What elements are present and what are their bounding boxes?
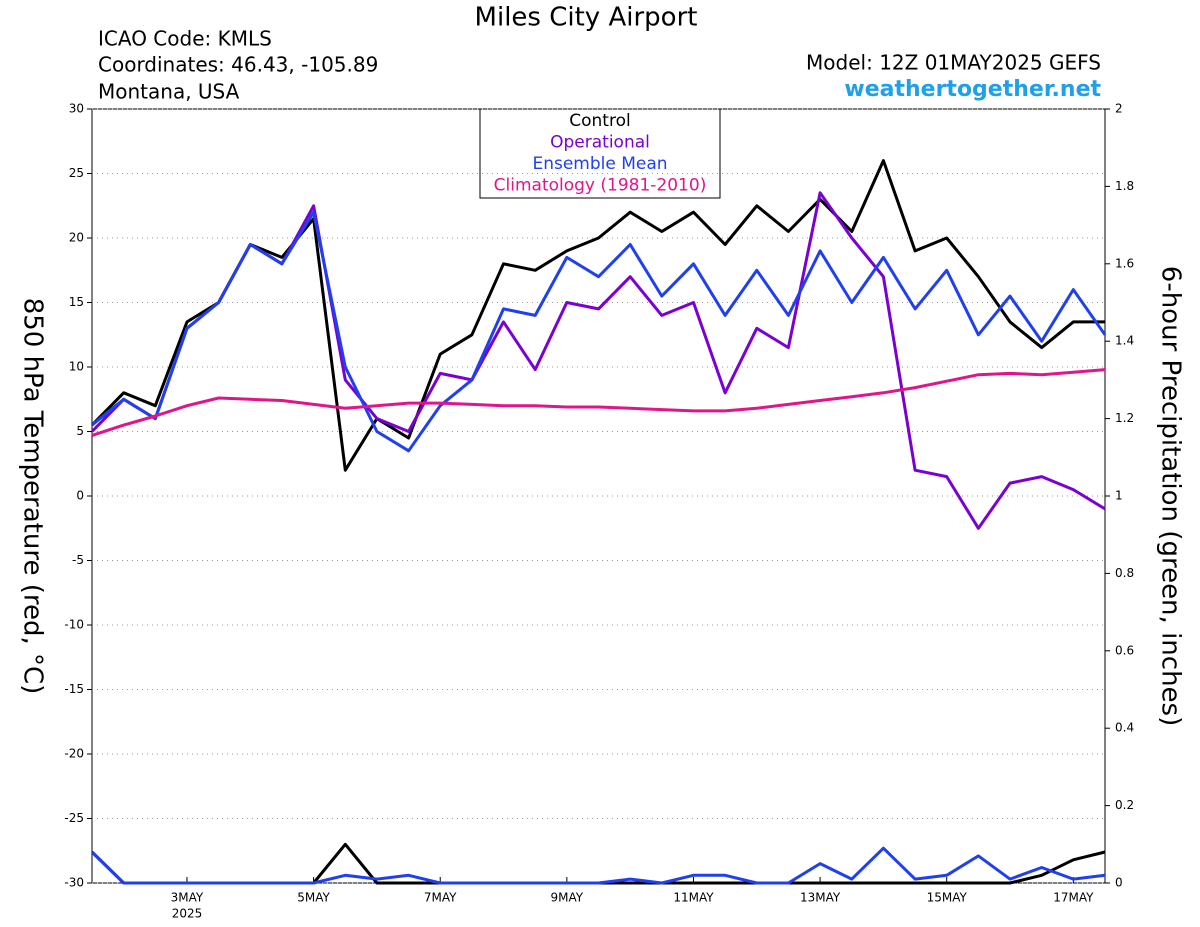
- temp-line: [90, 191, 1106, 530]
- info-text: Coordinates: 46.43, -105.89: [98, 53, 378, 77]
- precip-line: [90, 846, 1106, 885]
- y2-axis-label: 6-hour Precipitation (green, inches): [1156, 266, 1186, 726]
- y2-tick-label: 0.6: [1115, 643, 1134, 657]
- y-tick-label: -30: [64, 876, 84, 890]
- y2-tick-label: 1: [1115, 489, 1123, 503]
- y-tick-label: -5: [72, 553, 84, 567]
- x-tick-label: 17MAY: [1053, 891, 1094, 905]
- y2-tick-label: 1.2: [1115, 411, 1134, 425]
- info-text: Montana, USA: [98, 80, 240, 104]
- legend-entry: Climatology (1981-2010): [494, 176, 707, 196]
- x-year-label: 2025: [172, 907, 203, 921]
- y-tick-label: -15: [64, 682, 84, 696]
- y2-tick-label: 2: [1115, 102, 1123, 116]
- y-tick-label: 20: [69, 231, 84, 245]
- x-tick-label: 9MAY: [551, 891, 584, 905]
- legend-entry: Operational: [550, 133, 650, 153]
- x-tick-label: 7MAY: [424, 891, 457, 905]
- plot-frame: [91, 108, 1106, 884]
- chart-title: Miles City Airport: [475, 3, 698, 33]
- y-tick-label: 10: [69, 360, 84, 374]
- y-tick-label: 25: [69, 166, 84, 180]
- x-tick-label: 13MAY: [800, 891, 841, 905]
- y2-tick-label: 1.6: [1115, 256, 1134, 270]
- y2-tick-label: 0.4: [1115, 721, 1134, 735]
- y2-tick-label: 1.4: [1115, 334, 1134, 348]
- y2-tick-label: 1.8: [1115, 179, 1134, 193]
- y2-tick-label: 0: [1115, 876, 1123, 890]
- y-tick-label: -20: [64, 747, 84, 761]
- source-text: weathertogether.net: [844, 77, 1101, 102]
- temp-line: [91, 210, 1107, 453]
- y-tick-label: 30: [69, 102, 84, 116]
- info-text: ICAO Code: KMLS: [98, 27, 272, 51]
- y-tick-label: -10: [64, 618, 84, 632]
- y-tick-label: 15: [69, 295, 84, 309]
- model-text: Model: 12Z 01MAY2025 GEFS: [806, 51, 1101, 75]
- x-tick-label: 5MAY: [297, 891, 330, 905]
- y-axis-label: 850 hPa Temperature (red, °C): [18, 298, 48, 695]
- y-tick-label: 0: [76, 489, 84, 503]
- x-tick-label: 15MAY: [927, 891, 968, 905]
- x-tick-label: 3MAY: [171, 891, 204, 905]
- temp-line: [91, 368, 1106, 437]
- y-tick-label: -25: [64, 811, 84, 825]
- temp-line: [90, 159, 1105, 472]
- x-tick-label: 11MAY: [673, 891, 714, 905]
- legend-entry: Ensemble Mean: [532, 154, 667, 174]
- y2-tick-label: 0.2: [1115, 798, 1134, 812]
- precip-line: [90, 842, 1106, 885]
- legend-box: [479, 108, 721, 199]
- y-tick-label: 5: [76, 424, 84, 438]
- y2-tick-label: 0.8: [1115, 566, 1134, 580]
- legend-entry: Control: [569, 111, 630, 131]
